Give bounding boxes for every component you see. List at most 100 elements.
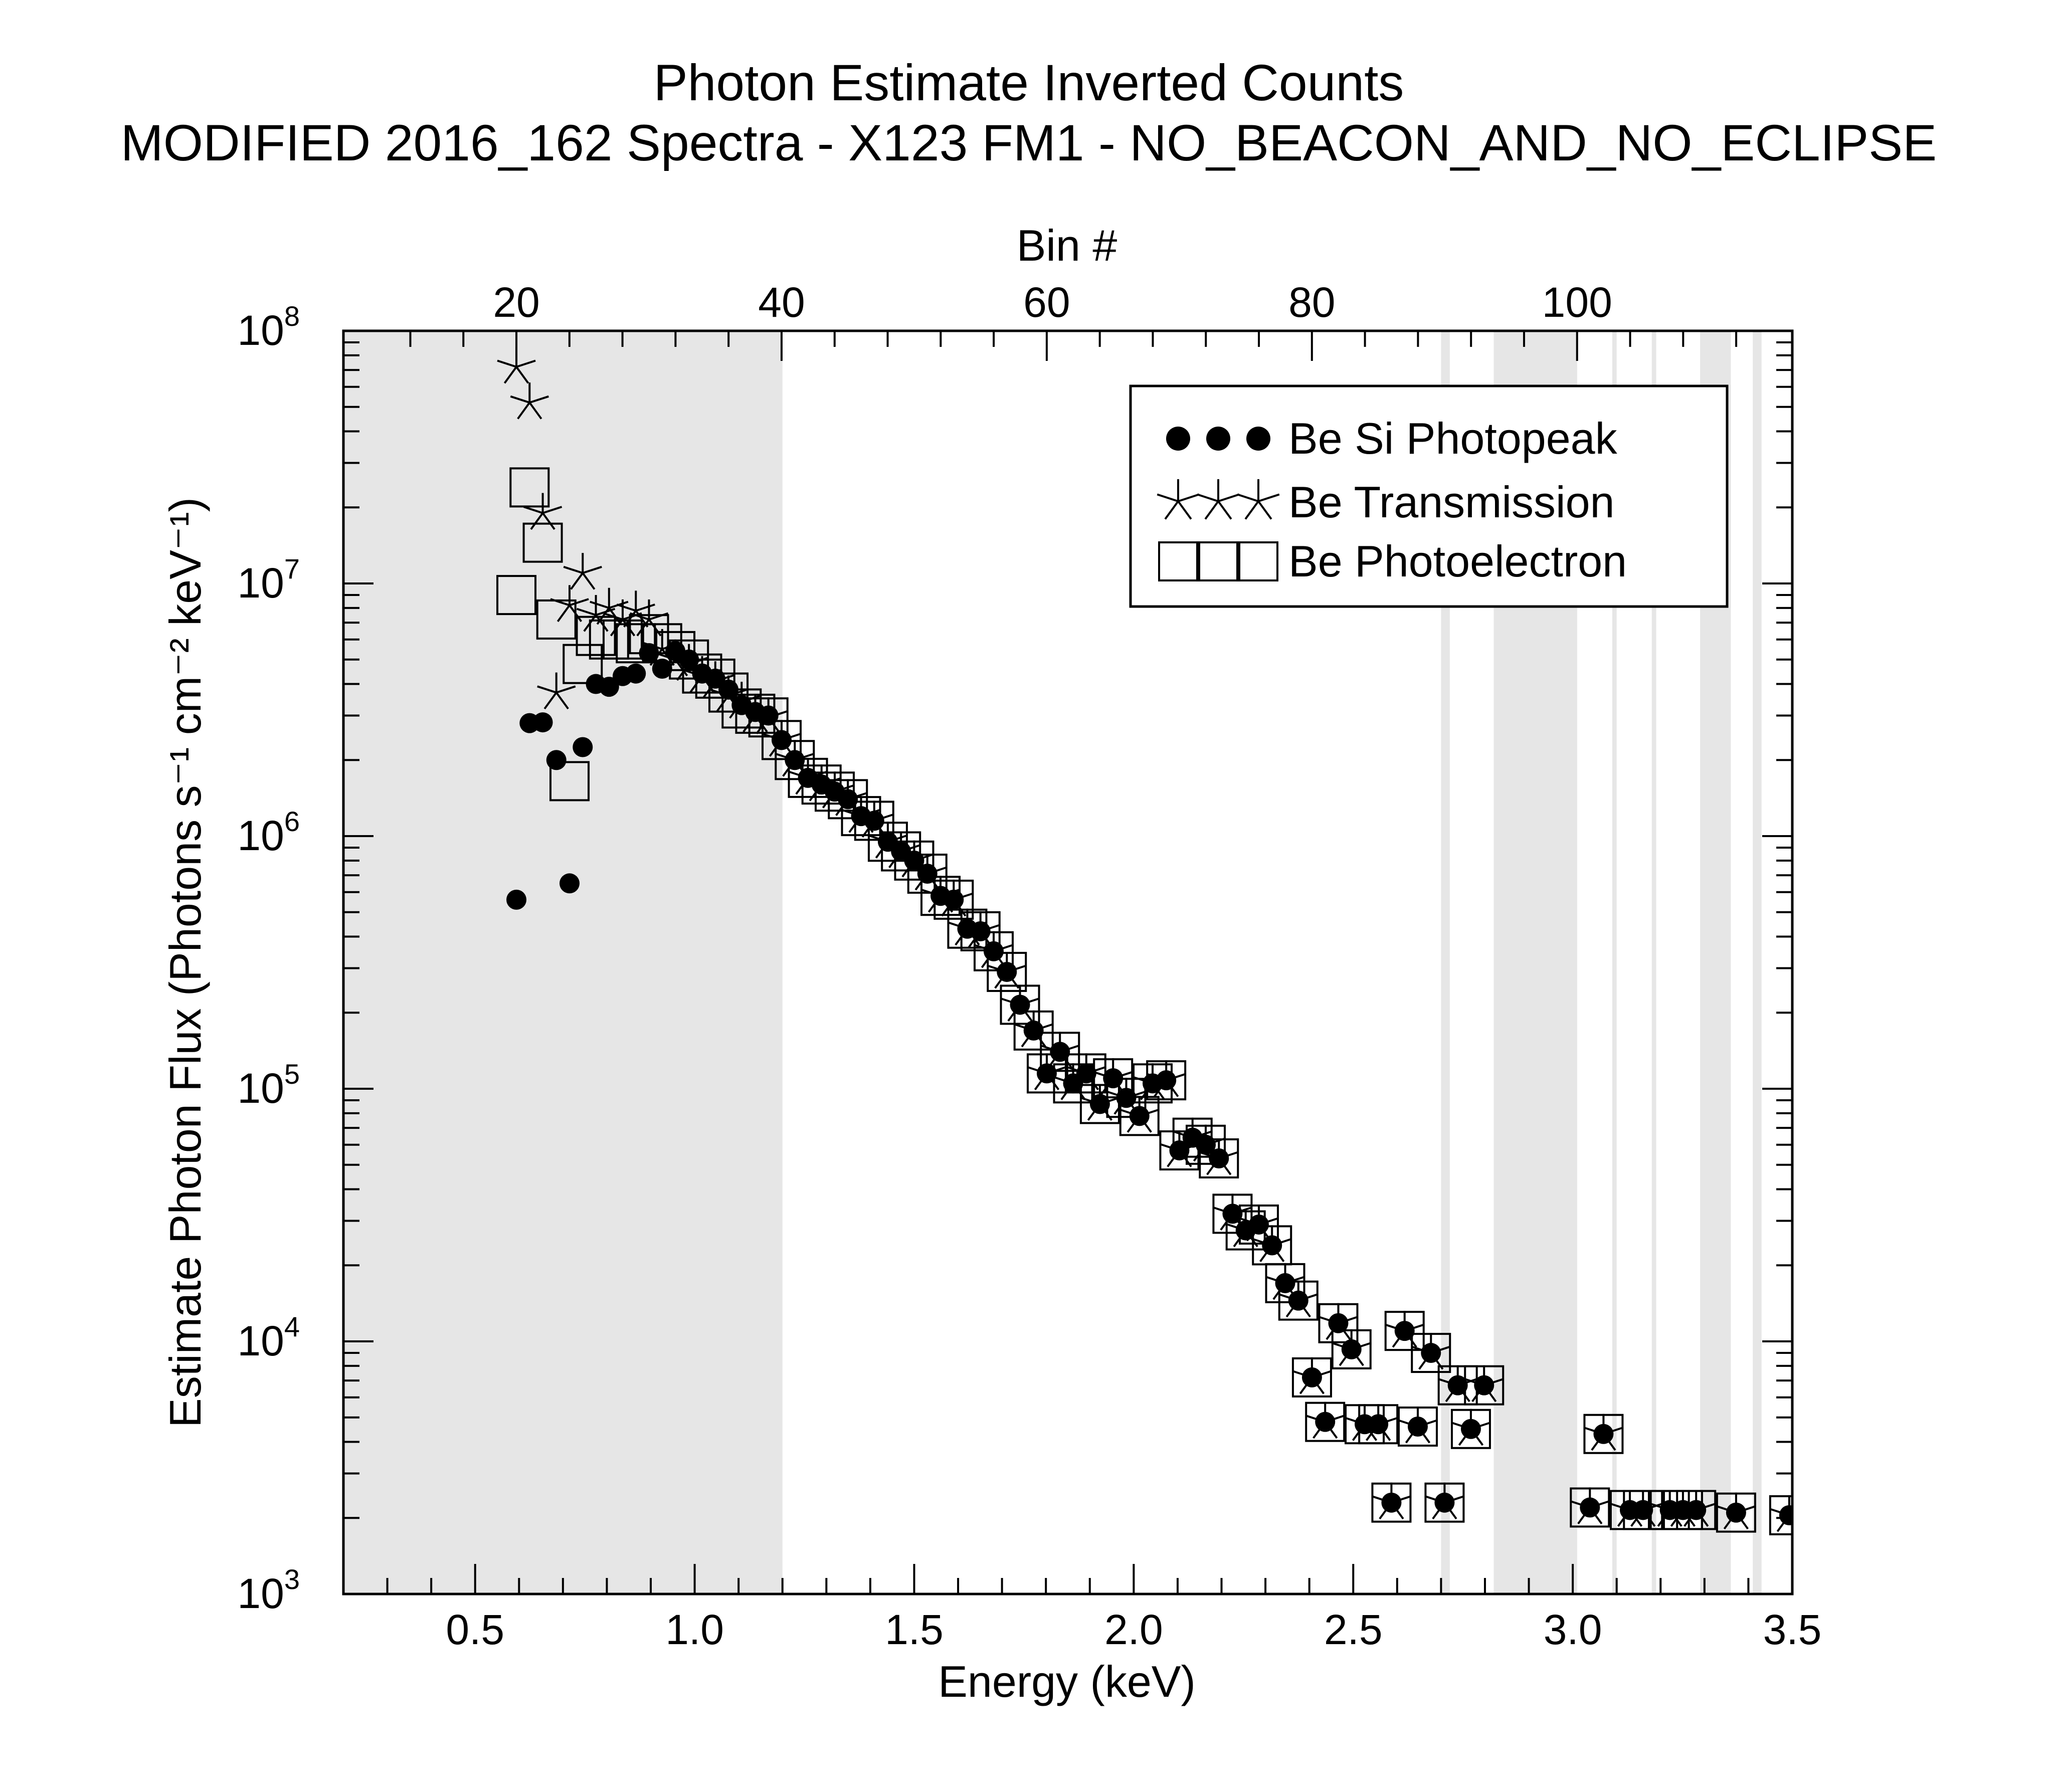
legend-label-transmission: Be Transmission (1288, 477, 1614, 527)
data-point (917, 863, 938, 884)
data-point (1288, 1290, 1308, 1311)
legend-marker (1246, 427, 1270, 451)
data-point (1116, 1088, 1137, 1108)
legend-marker (1166, 427, 1190, 451)
shaded-region (1651, 331, 1656, 1594)
data-point (546, 750, 567, 770)
data-point (1213, 1193, 1252, 1231)
data-point (532, 712, 553, 733)
data-point (1381, 1492, 1402, 1513)
legend-marker (1197, 479, 1240, 520)
data-point (616, 623, 656, 664)
data-point (616, 590, 655, 628)
bin-tick-label: 80 (1288, 279, 1335, 326)
data-point (983, 941, 1004, 961)
bin-axis-label: Bin # (1017, 221, 1117, 270)
data-point (1301, 1367, 1322, 1387)
data-point (705, 668, 725, 689)
series-filled-circle (506, 641, 1792, 1525)
data-point (838, 789, 858, 810)
y-tick-label: 107 (237, 553, 300, 607)
legend-marker (1237, 479, 1280, 520)
data-point (599, 677, 619, 697)
bin-tick-label: 100 (1542, 279, 1612, 326)
data-point (510, 382, 549, 420)
x-axis-label: Energy (keV) (938, 1657, 1196, 1706)
data-point (1407, 1416, 1428, 1437)
data-point (1023, 1020, 1044, 1041)
data-point (1160, 1130, 1199, 1167)
legend-marker (1198, 541, 1238, 581)
data-point (772, 730, 792, 750)
x-tick-label: 1.5 (885, 1606, 944, 1653)
data-point (1262, 1235, 1282, 1256)
data-point (1027, 1053, 1066, 1090)
data-point (785, 750, 805, 770)
data-point (1341, 1339, 1362, 1359)
data-point (1010, 994, 1030, 1015)
data-point (1421, 1343, 1441, 1363)
y-tick-label: 108 (237, 300, 300, 354)
legend-markers (1157, 427, 1280, 581)
data-point (1103, 1068, 1124, 1089)
data-point (1779, 1505, 1792, 1525)
data-point (1222, 1204, 1243, 1224)
legend-box (1129, 384, 1729, 608)
data-point (1315, 1412, 1336, 1432)
data-point (629, 599, 669, 637)
data-point (864, 811, 884, 831)
data-point (652, 658, 672, 679)
x-tick-label: 3.0 (1544, 1606, 1602, 1653)
data-point (1686, 1500, 1707, 1520)
legend: Be Si Photopeak Be Transmission Be Photo… (1129, 384, 1729, 608)
data-point (576, 616, 616, 656)
data-point (509, 467, 550, 508)
data-series (496, 346, 1792, 1535)
shaded-region (1612, 331, 1617, 1594)
data-point (1169, 1140, 1190, 1161)
plot-frame (342, 329, 1794, 1596)
data-point (904, 850, 924, 871)
axis-ticks: 0.5 1.0 1.5 2.0 2.5 3.0 3.5 20 40 60 80 100 103 104 10… (237, 279, 1821, 1653)
data-point (1593, 1424, 1614, 1444)
data-point (758, 705, 779, 726)
y-tick-label: 103 (237, 1563, 300, 1617)
data-point (563, 553, 602, 590)
legend-marker (1206, 427, 1230, 451)
data-point (1328, 1313, 1349, 1333)
data-point (1633, 1500, 1653, 1520)
y-tick-label: 106 (237, 806, 300, 859)
data-point (573, 737, 593, 757)
data-point (523, 493, 563, 530)
data-point (708, 672, 749, 713)
data-point (944, 889, 964, 910)
data-point (1129, 1106, 1150, 1126)
data-point (1209, 1148, 1229, 1168)
data-point (997, 961, 1017, 982)
data-point (1036, 1063, 1057, 1084)
data-point (718, 679, 739, 700)
x-tick-label: 2.0 (1104, 1606, 1163, 1653)
chart-title: Photon Estimate Inverted Counts (654, 54, 1404, 111)
data-point (563, 644, 603, 684)
data-point (559, 873, 580, 894)
data-point (1156, 1070, 1177, 1091)
data-point (970, 921, 991, 941)
data-point (1195, 1134, 1216, 1155)
bin-tick-label: 40 (758, 279, 805, 326)
x-tick-label: 0.5 (446, 1606, 504, 1653)
data-point (1580, 1497, 1600, 1518)
y-axis-label: Estimate Photon Flux (Photons s⁻¹ cm⁻² k… (160, 497, 210, 1428)
legend-marker (1158, 541, 1198, 581)
bin-tick-label: 60 (1023, 279, 1070, 326)
shaded-region (1753, 331, 1762, 1594)
y-tick-label: 104 (237, 1311, 300, 1364)
data-point (1394, 1321, 1415, 1341)
legend-marker (1238, 541, 1278, 581)
bin-tick-label: 20 (493, 279, 539, 326)
data-point (626, 663, 646, 684)
data-point (1726, 1502, 1746, 1523)
data-point (1474, 1375, 1494, 1396)
data-point (549, 761, 590, 802)
